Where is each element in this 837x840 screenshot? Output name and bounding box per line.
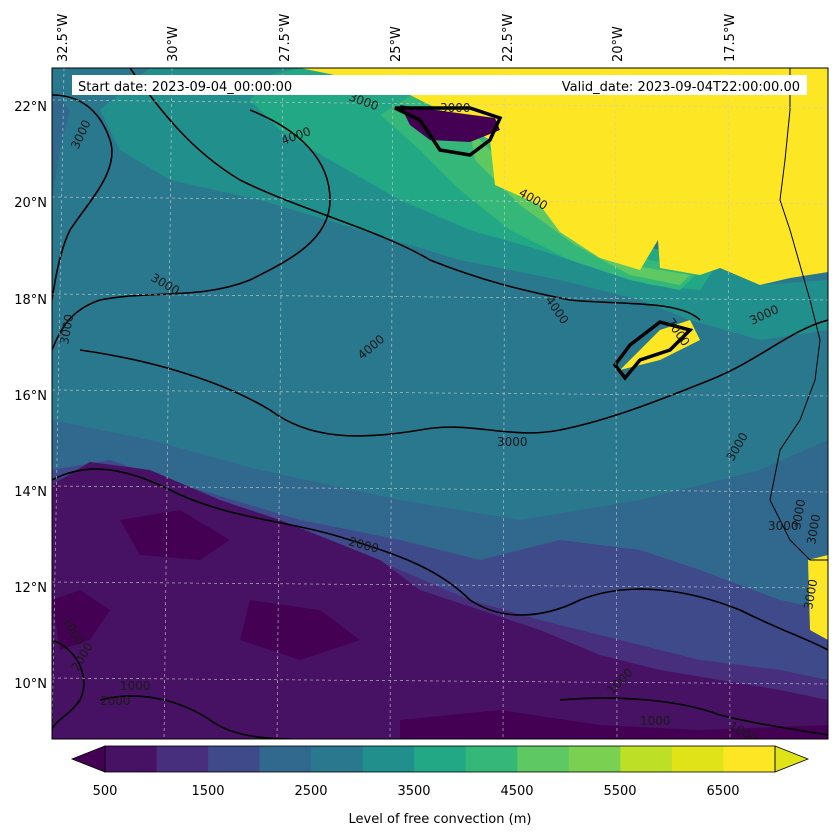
lon-label: 22.5°W [501,14,516,62]
lon-label: 17.5°W [723,14,738,62]
contour-label: 3000 [57,313,76,346]
colorbar-tick-label: 6500 [706,784,739,799]
contour-label: 2000 [100,694,131,708]
contour-label: 1000 [640,714,671,728]
colorbar-ticks: 500 1500 2500 3500 4500 5500 6500 [93,784,740,799]
lfc-band-500-north [400,105,500,142]
contour-label: 3000 [497,435,528,449]
colorbar-segment [723,746,776,772]
colorbar-segment [620,746,673,772]
lfc-band-7000 [300,68,828,640]
colorbar-segment [465,746,518,772]
start-date-label: Start date: 2023-09-04_00:00:00 [78,80,292,95]
colorbar-tick-label: 2500 [294,784,327,799]
colorbar-tick-label: 1500 [191,784,224,799]
colorbar-segment [208,746,261,772]
colorbar-tick-label: 5500 [603,784,636,799]
lfc-band-1000 [52,462,828,739]
date-banner [72,75,807,95]
lat-label: 22°N [14,100,47,115]
contour-label: 1000 [120,679,151,693]
contour-label: 3000 [801,578,820,611]
colorbar-segment [362,746,415,772]
colorbar-segment [568,746,621,772]
lat-label: 10°N [14,677,47,692]
lat-label: 16°N [14,389,47,404]
lat-label: 20°N [14,196,47,211]
map-frame [51,67,829,740]
colorbar-tick-label: 500 [93,784,118,799]
contour-label: 3000 [804,513,823,546]
latitude-labels: 22°N 20°N 18°N 16°N 14°N 12°N 10°N [14,100,47,692]
longitude-labels: 32.5°W 30°W 27.5°W 25°W 22.5°W 20°W 17.5… [56,14,738,62]
colorbar-tick-label: 3500 [397,784,430,799]
colorbar-label: Level of free convection (m) [349,812,532,827]
lon-label: 25°W [389,26,404,62]
lon-label: 20°W [611,26,626,62]
contour-label: 3000 [768,519,799,533]
coastline [769,68,828,561]
contour-label: 3000 [789,498,808,531]
graticule [52,68,828,739]
colorbar-tick-label: 4500 [500,784,533,799]
colorbar-segment [259,746,312,772]
lat-label: 14°N [14,485,47,500]
colorbar-frame [104,745,776,773]
colorbar-segment [105,746,158,772]
lat-label: 18°N [14,293,47,308]
colorbar-extend-low [70,745,106,773]
colorbar-segment [311,746,364,772]
colorbar-segment [156,746,209,772]
colorbar-extend-high [774,745,810,773]
lon-label: 27.5°W [278,14,293,62]
colorbar-segment [671,746,724,772]
thick-contours [394,106,694,381]
lon-label: 32.5°W [56,14,71,62]
valid-date-label: Valid_date: 2023-09-04T22:00:00.00 [562,80,800,95]
colorbar [70,745,810,773]
lon-label: 30°W [166,26,181,62]
colorbar-segment [517,746,570,772]
contour-label: 3000 [440,101,471,115]
lat-label: 12°N [14,581,47,596]
lfc-band-500 [52,510,828,739]
colorbar-segment [414,746,467,772]
map-plot-area: 3000 3000 4000 3000 4000 4000 3000 3000 … [52,68,828,739]
